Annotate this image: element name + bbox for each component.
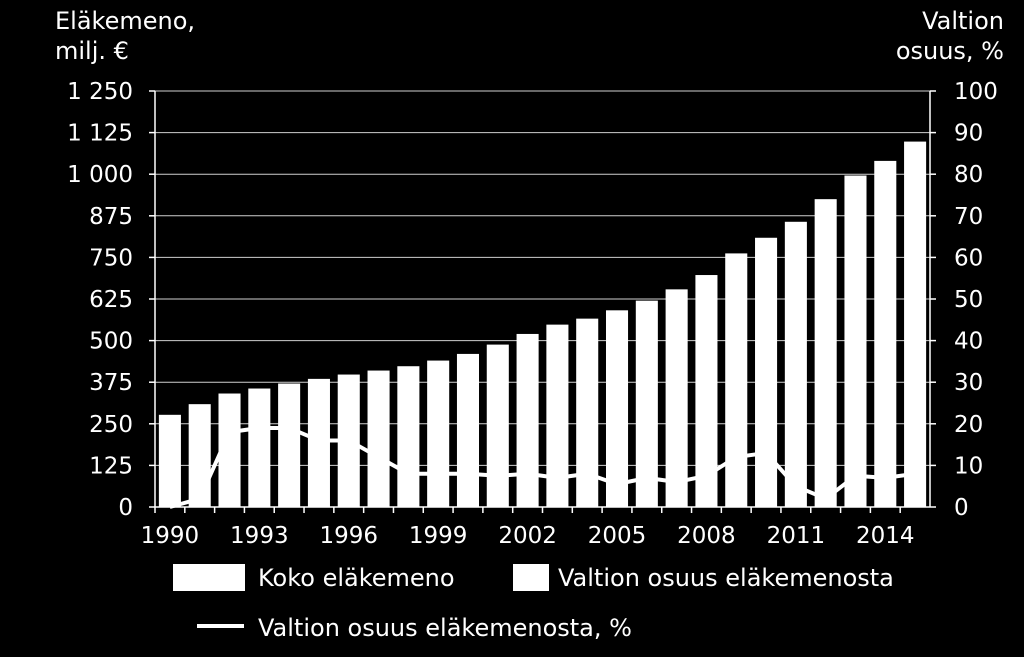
x-tick-label: 2002 bbox=[498, 523, 557, 549]
legend-label-total: Koko eläkemeno bbox=[258, 564, 455, 592]
bar-total bbox=[546, 324, 569, 507]
bar-total bbox=[248, 388, 271, 507]
bar-total bbox=[188, 404, 211, 507]
left-tick-label: 125 bbox=[89, 453, 133, 479]
left-tick-label: 1 250 bbox=[67, 79, 133, 105]
right-tick-label: 50 bbox=[954, 287, 983, 313]
x-tick-label: 1990 bbox=[141, 523, 200, 549]
bar-total bbox=[874, 160, 897, 507]
bar-total bbox=[427, 360, 450, 507]
right-tick-label: 70 bbox=[954, 204, 983, 230]
left-tick-label: 750 bbox=[89, 245, 133, 271]
right-tick-label: 60 bbox=[954, 245, 983, 271]
bar-total bbox=[665, 289, 688, 507]
right-tick-label: 90 bbox=[954, 121, 983, 147]
x-tick-label: 1996 bbox=[319, 523, 378, 549]
bar-total bbox=[844, 175, 867, 508]
gridlines bbox=[155, 90, 930, 508]
left-tick-label: 625 bbox=[89, 287, 133, 313]
x-tick-label: 2005 bbox=[588, 523, 647, 549]
right-axis-title: Valtion osuus, % bbox=[896, 6, 1004, 66]
bar-total bbox=[158, 414, 181, 507]
right-tick-label: 100 bbox=[954, 79, 998, 105]
bar-total bbox=[456, 353, 480, 507]
right-tick-label: 10 bbox=[954, 453, 983, 479]
right-tick-label: 40 bbox=[954, 329, 983, 355]
x-tick-label: 1999 bbox=[409, 523, 468, 549]
bar-total bbox=[695, 275, 718, 507]
left-axis-title-line1: Eläkemeno, bbox=[55, 7, 196, 35]
bars bbox=[158, 141, 927, 508]
right-axis-title-line2: osuus, % bbox=[895, 37, 1004, 65]
left-tick-labels: 0 125 250 375 500 625 750 875 1 000 1 125 1 250 bbox=[67, 79, 155, 521]
left-axis-title-line2: milj. € bbox=[55, 37, 129, 65]
left-tick-label: 1 125 bbox=[67, 121, 133, 147]
bar-total bbox=[635, 300, 658, 507]
bar-total bbox=[784, 221, 807, 507]
legend: Koko eläkemeno Valtion osuus eläkemenost… bbox=[173, 564, 894, 642]
left-axis-title: Eläkemeno, milj. € bbox=[55, 6, 195, 66]
legend-label-state-share: Valtion osuus eläkemenosta bbox=[558, 564, 894, 592]
legend-label-line: Valtion osuus eläkemenosta, % bbox=[258, 614, 632, 642]
left-tick-label: 500 bbox=[89, 329, 133, 355]
bar-total bbox=[218, 393, 241, 507]
bar-total bbox=[367, 370, 390, 507]
legend-swatch-total bbox=[173, 564, 245, 591]
x-tick-labels: 1990 1993 1996 1999 2002 2005 2008 2011 2014 bbox=[141, 507, 915, 549]
left-tick-label: 375 bbox=[89, 370, 133, 396]
right-tick-label: 20 bbox=[954, 412, 983, 438]
left-tick-label: 1 000 bbox=[67, 162, 133, 188]
legend-swatch-state-share bbox=[513, 564, 549, 591]
x-tick-label: 1993 bbox=[230, 523, 289, 549]
right-tick-label: 0 bbox=[954, 495, 969, 521]
right-tick-label: 80 bbox=[954, 162, 983, 188]
left-tick-label: 0 bbox=[118, 495, 133, 521]
right-axis-title-line1: Valtion bbox=[922, 7, 1004, 35]
left-tick-label: 875 bbox=[89, 204, 133, 230]
bar-total bbox=[486, 344, 509, 507]
x-tick-label: 2008 bbox=[677, 523, 736, 549]
bar-total bbox=[605, 310, 629, 507]
bar-total bbox=[725, 253, 748, 507]
bar-total bbox=[397, 366, 420, 507]
right-tick-labels: 0 10 20 30 40 50 60 70 80 90 100 bbox=[930, 79, 998, 521]
bar-total bbox=[576, 318, 599, 507]
bar-total bbox=[755, 237, 778, 507]
x-tick-label: 2011 bbox=[767, 523, 826, 549]
bar-total bbox=[307, 378, 330, 507]
right-tick-label: 30 bbox=[954, 370, 983, 396]
left-tick-label: 250 bbox=[89, 412, 133, 438]
bar-total bbox=[278, 383, 301, 507]
bar-total bbox=[516, 333, 539, 507]
bar-total bbox=[814, 199, 837, 507]
line-state-share-percent bbox=[169, 425, 916, 509]
share-line bbox=[169, 425, 916, 509]
bar-total bbox=[904, 141, 927, 507]
x-tick-label: 2014 bbox=[856, 523, 915, 549]
